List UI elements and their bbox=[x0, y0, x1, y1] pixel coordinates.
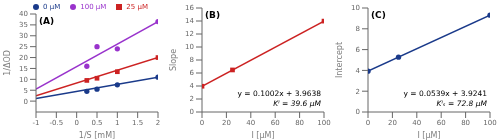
svg-text:35: 35 bbox=[19, 21, 28, 29]
svg-text:0: 0 bbox=[74, 119, 78, 127]
svg-text:I [μM]: I [μM] bbox=[417, 131, 440, 140]
svg-text:40: 40 bbox=[246, 119, 255, 127]
html-text:y = 0.0539x + 3.9241: y = 0.0539x + 3.9241 bbox=[403, 89, 487, 98]
svg-text:60: 60 bbox=[437, 119, 446, 127]
svg-text:4: 4 bbox=[356, 67, 361, 75]
svg-text:0.5: 0.5 bbox=[91, 119, 102, 127]
svg-text:40: 40 bbox=[19, 10, 28, 18]
svg-text:0: 0 bbox=[24, 98, 28, 106]
svg-text:2: 2 bbox=[156, 119, 160, 127]
html-text:(A): (A) bbox=[39, 16, 55, 26]
svg-text:8: 8 bbox=[356, 25, 360, 33]
svg-text:12: 12 bbox=[185, 30, 194, 38]
svg-text:0: 0 bbox=[356, 108, 360, 116]
svg-text:Intercept: Intercept bbox=[335, 42, 344, 78]
svg-text:1: 1 bbox=[115, 119, 119, 127]
svg-text:30: 30 bbox=[19, 32, 28, 40]
svg-text:0: 0 bbox=[190, 108, 194, 116]
svg-text:80: 80 bbox=[461, 119, 470, 127]
svg-text:14: 14 bbox=[185, 17, 194, 25]
html-text:100 μM: 100 μM bbox=[80, 3, 107, 11]
html-text:(B): (B) bbox=[205, 10, 221, 20]
svg-text:20: 20 bbox=[388, 119, 397, 127]
html-text:Kᴵ = 39.6 μM: Kᴵ = 39.6 μM bbox=[273, 99, 321, 108]
svg-text:8: 8 bbox=[190, 56, 194, 64]
svg-text:2: 2 bbox=[356, 88, 360, 96]
svg-text:80: 80 bbox=[295, 119, 304, 127]
html-text:Kᴵₛ = 72.8 μM: Kᴵₛ = 72.8 μM bbox=[436, 99, 487, 108]
svg-text:15: 15 bbox=[19, 65, 28, 73]
svg-text:10: 10 bbox=[185, 43, 194, 51]
svg-text:100: 100 bbox=[483, 119, 492, 127]
html-text:0 μM: 0 μM bbox=[43, 3, 61, 11]
svg-text:40: 40 bbox=[412, 119, 421, 127]
svg-text:10: 10 bbox=[19, 76, 28, 84]
svg-text:16: 16 bbox=[185, 4, 194, 12]
svg-text:1/S [mM]: 1/S [mM] bbox=[79, 131, 115, 140]
svg-text:4: 4 bbox=[190, 82, 195, 90]
svg-text:-0.5: -0.5 bbox=[49, 119, 63, 127]
svg-text:0: 0 bbox=[200, 119, 204, 127]
svg-text:5: 5 bbox=[24, 87, 28, 95]
svg-text:1.5: 1.5 bbox=[132, 119, 143, 127]
svg-text:25: 25 bbox=[19, 43, 28, 51]
svg-text:2: 2 bbox=[190, 95, 194, 103]
svg-text:1/ΔOD: 1/ΔOD bbox=[8, 50, 12, 76]
svg-text:6: 6 bbox=[356, 46, 361, 54]
svg-text:20: 20 bbox=[19, 54, 28, 62]
svg-text:6: 6 bbox=[190, 69, 195, 77]
svg-text:I [μM]: I [μM] bbox=[251, 131, 274, 140]
svg-text:60: 60 bbox=[271, 119, 280, 127]
svg-text:10: 10 bbox=[351, 4, 360, 12]
svg-text:Slope: Slope bbox=[169, 49, 178, 71]
svg-text:100: 100 bbox=[317, 119, 330, 127]
svg-text:-1: -1 bbox=[33, 119, 40, 127]
svg-text:20: 20 bbox=[222, 119, 231, 127]
html-text:y = 0.1002x + 3.9638: y = 0.1002x + 3.9638 bbox=[237, 89, 321, 98]
html-text:(C): (C) bbox=[371, 10, 386, 20]
html-text:25 μM: 25 μM bbox=[126, 3, 148, 11]
svg-text:0: 0 bbox=[366, 119, 370, 127]
